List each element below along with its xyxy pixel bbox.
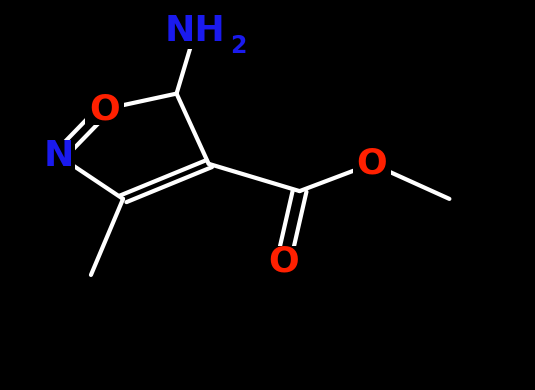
Text: 2: 2 (230, 34, 246, 58)
Bar (159, 14, 253, 49)
Text: O: O (356, 147, 387, 181)
Bar (353, 148, 391, 179)
Text: N: N (44, 139, 74, 173)
Bar (264, 246, 303, 277)
Text: O: O (89, 92, 120, 126)
Bar (43, 140, 75, 172)
Bar (85, 94, 124, 125)
Text: NH: NH (165, 14, 226, 48)
Text: O: O (268, 244, 299, 278)
